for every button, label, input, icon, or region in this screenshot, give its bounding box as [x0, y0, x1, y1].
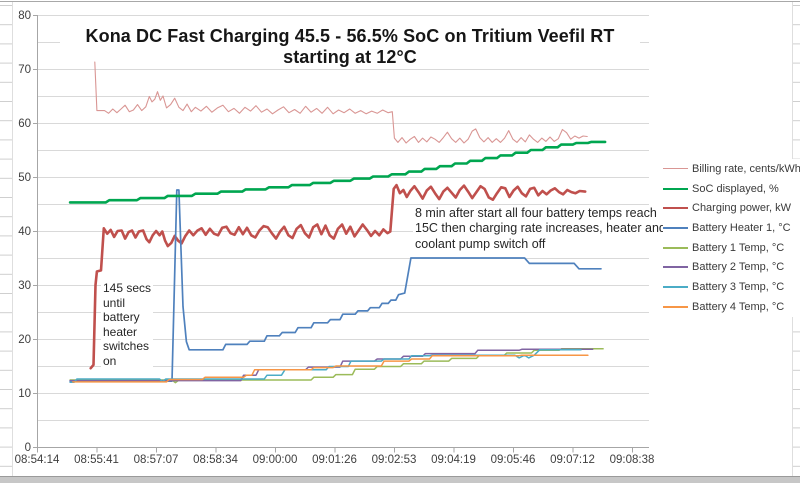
legend-item-battery-heater-1-c[interactable]: Battery Heater 1, °C — [663, 218, 800, 238]
x-axis-label: 08:54:14 — [15, 454, 60, 466]
legend-item-battery-1-temp-c[interactable]: Battery 1 Temp, °C — [663, 238, 800, 258]
y-axis-label: 60 — [18, 118, 31, 130]
x-axis-label: 09:04:19 — [431, 454, 476, 466]
legend-swatch — [663, 207, 688, 210]
chart-title: Kona DC Fast Charging 45.5 - 56.5% SoC o… — [60, 26, 640, 67]
series-line-battery-3-temp-c[interactable] — [69, 349, 582, 383]
x-axis-label: 09:01:26 — [312, 454, 357, 466]
x-axis-label: 09:00:00 — [253, 454, 298, 466]
x-axis-label: 08:57:07 — [134, 454, 179, 466]
y-axis-label: 70 — [18, 64, 31, 76]
y-axis-label: 0 — [25, 442, 31, 454]
legend-label: Charging power, kW — [692, 202, 792, 215]
y-axis-label: 30 — [18, 280, 31, 292]
y-axis-label: 50 — [18, 172, 31, 184]
legend-label: Billing rate, cents/kWh — [692, 162, 800, 175]
legend-label: Battery 1 Temp, °C — [692, 241, 785, 254]
legend-label: Battery 4 Temp, °C — [692, 300, 785, 313]
legend-swatch — [663, 246, 688, 249]
legend-item-battery-2-temp-c[interactable]: Battery 2 Temp, °C — [663, 257, 800, 277]
legend-label: Battery 3 Temp, °C — [692, 280, 785, 293]
legend-item-soc-displayed[interactable]: SoC displayed, % — [663, 179, 800, 199]
x-axis-label: 09:08:38 — [610, 454, 655, 466]
legend-label: Battery 2 Temp, °C — [692, 261, 785, 274]
series-line-charging-power-kw[interactable] — [89, 183, 587, 370]
sheet-bottom-strip — [0, 477, 800, 483]
x-axis-label: 08:55:41 — [74, 454, 119, 466]
legend-swatch — [663, 226, 688, 229]
series-line-battery-2-temp-c[interactable] — [69, 348, 594, 382]
legend-label: Battery Heater 1, °C — [692, 221, 791, 234]
legend-swatch — [663, 266, 688, 269]
series-line-soc-displayed[interactable] — [68, 140, 607, 204]
x-axis-label: 09:05:46 — [491, 454, 536, 466]
annotation-heater-on: 145 secs until battery heater switches o… — [101, 281, 154, 369]
x-axis-label: 09:07:12 — [550, 454, 595, 466]
series-line-battery-4-temp-c[interactable] — [72, 354, 589, 383]
legend-item-charging-power-kw[interactable]: Charging power, kW — [663, 198, 800, 218]
legend-label: SoC displayed, % — [692, 182, 779, 195]
y-axis-label: 80 — [18, 10, 31, 22]
legend-swatch — [663, 305, 688, 308]
y-axis-label: 10 — [18, 388, 31, 400]
legend-swatch — [663, 285, 688, 288]
legend-swatch — [663, 168, 688, 170]
x-axis-label: 09:02:53 — [372, 454, 417, 466]
x-axis-label: 08:58:34 — [193, 454, 238, 466]
annotation-temps-reached: 8 min after start all four battery temps… — [413, 206, 668, 253]
series-line-billing-rate-cents-kwh[interactable] — [94, 61, 588, 144]
chart-legend: Billing rate, cents/kWh SoC displayed, % C… — [663, 159, 800, 317]
legend-item-billing-rate-cents-kwh[interactable]: Billing rate, cents/kWh — [663, 159, 800, 179]
series-line-battery-1-temp-c[interactable] — [69, 347, 604, 384]
y-axis-label: 20 — [18, 334, 31, 346]
legend-item-battery-3-temp-c[interactable]: Battery 3 Temp, °C — [663, 277, 800, 297]
legend-swatch — [663, 187, 688, 190]
legend-item-battery-4-temp-c[interactable]: Battery 4 Temp, °C — [663, 297, 800, 317]
series-line-battery-heater-1-c[interactable] — [69, 189, 602, 382]
y-axis-label: 40 — [18, 226, 31, 238]
